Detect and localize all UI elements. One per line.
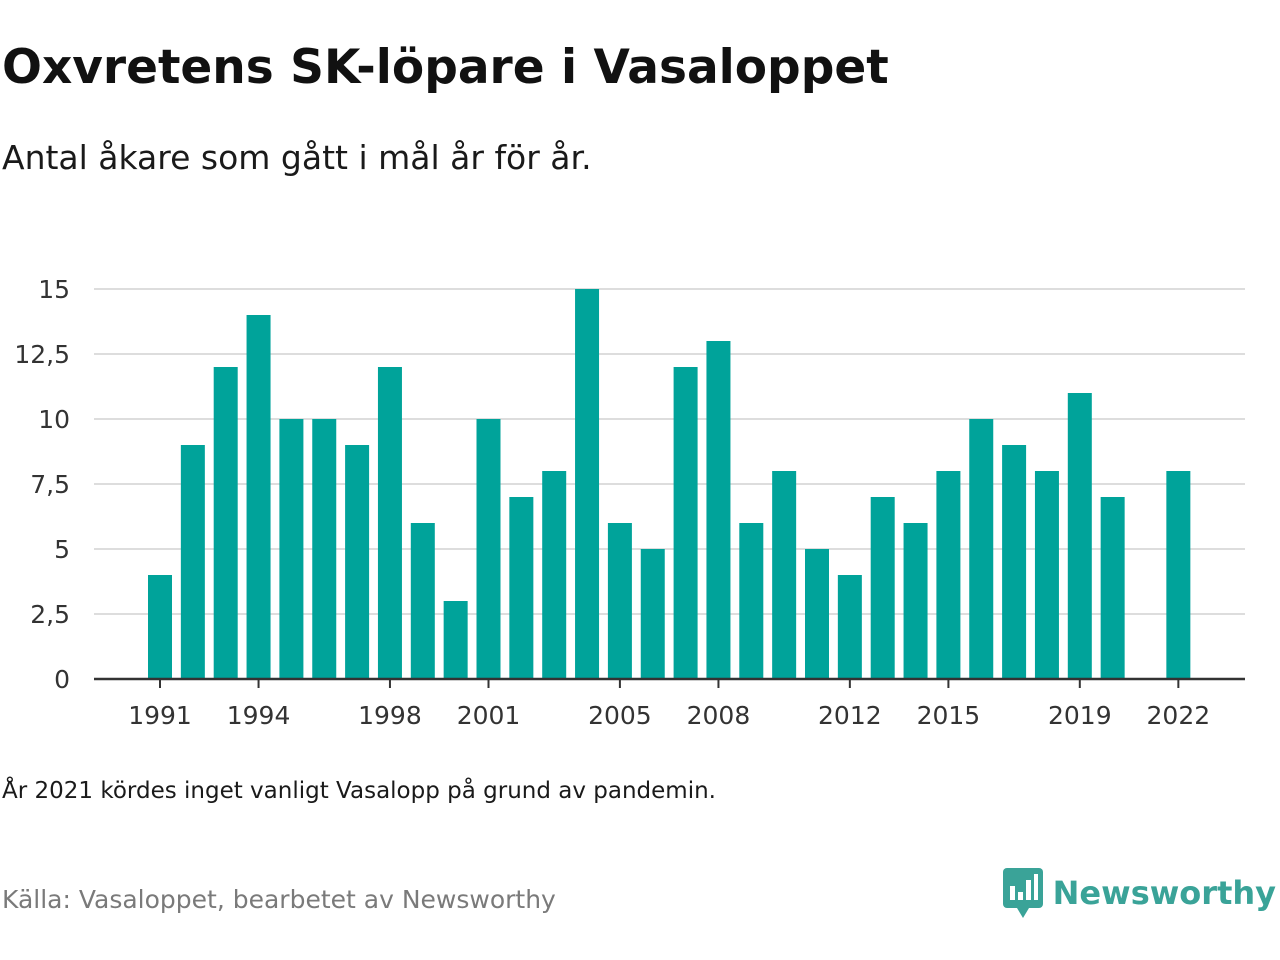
x-tick-label: 2005 bbox=[588, 701, 652, 730]
bars bbox=[148, 289, 1191, 679]
brand-logo: Newsworthy bbox=[1002, 868, 1276, 918]
bar-2015 bbox=[936, 471, 961, 679]
x-tick-label: 1994 bbox=[227, 701, 291, 730]
bar-2006 bbox=[640, 549, 665, 679]
axes: 0 2,5 5 7,5 10 12,5 15 1991 1994 1998 2001 2005 2008… bbox=[14, 275, 1245, 730]
bar-2001 bbox=[476, 419, 501, 679]
x-tick-label: 1991 bbox=[128, 701, 192, 730]
y-tick-label: 10 bbox=[38, 405, 70, 434]
bar-1998 bbox=[377, 367, 402, 679]
bar-1994 bbox=[246, 315, 271, 679]
bar-chart: 0 2,5 5 7,5 10 12,5 15 1991 1994 1998 2001 2005 2008… bbox=[14, 275, 1245, 730]
y-tick-label: 7,5 bbox=[30, 470, 70, 499]
y-tick-label: 5 bbox=[54, 535, 70, 564]
x-tick-label: 2019 bbox=[1048, 701, 1112, 730]
bar-1995 bbox=[279, 419, 304, 679]
bar-2008 bbox=[706, 341, 731, 679]
bar-2000 bbox=[443, 601, 468, 679]
bar-2017 bbox=[1002, 445, 1027, 679]
bar-2016 bbox=[969, 419, 994, 679]
bar-2007 bbox=[673, 367, 698, 679]
bar-1997 bbox=[345, 445, 370, 679]
chart-note: År 2021 kördes inget vanligt Vasalopp på… bbox=[2, 778, 716, 804]
bar-2005 bbox=[607, 523, 632, 679]
bar-1993 bbox=[213, 367, 238, 679]
y-tick-label: 15 bbox=[38, 275, 70, 304]
bar-2020 bbox=[1100, 497, 1125, 679]
bar-1991 bbox=[148, 575, 172, 679]
brand-name: Newsworthy bbox=[1052, 874, 1276, 912]
bar-1992 bbox=[180, 445, 205, 679]
x-tick-label: 2012 bbox=[818, 701, 882, 730]
bar-2012 bbox=[837, 575, 862, 679]
bar-2019 bbox=[1067, 393, 1092, 679]
x-tick-label: 2015 bbox=[917, 701, 981, 730]
bar-2014 bbox=[903, 523, 928, 679]
bar-2002 bbox=[509, 497, 534, 679]
x-tick-label: 1998 bbox=[358, 701, 422, 730]
bar-2018 bbox=[1034, 471, 1059, 679]
bar-2003 bbox=[542, 471, 567, 679]
chart-subtitle: Antal åkare som gått i mål år för år. bbox=[2, 138, 592, 177]
chart-title: Oxvretens SK-löpare i Vasaloppet bbox=[2, 40, 889, 95]
bar-1996 bbox=[312, 419, 337, 679]
bar-2013 bbox=[870, 497, 895, 679]
y-tick-label: 2,5 bbox=[30, 600, 70, 629]
bar-1999 bbox=[410, 523, 435, 679]
bar-2010 bbox=[772, 471, 797, 679]
source-credit: Källa: Vasaloppet, bearbetet av Newswort… bbox=[2, 885, 556, 914]
x-tick-label: 2022 bbox=[1147, 701, 1211, 730]
bar-2009 bbox=[739, 523, 764, 679]
bar-2004 bbox=[575, 289, 600, 679]
bar-2022 bbox=[1166, 471, 1191, 679]
y-tick-label: 12,5 bbox=[14, 340, 70, 369]
x-tick-label: 2001 bbox=[457, 701, 521, 730]
bar-2011 bbox=[805, 549, 829, 679]
y-tick-label: 0 bbox=[54, 665, 70, 694]
x-tick-label: 2008 bbox=[687, 701, 751, 730]
newsworthy-logo-icon bbox=[1002, 868, 1043, 918]
